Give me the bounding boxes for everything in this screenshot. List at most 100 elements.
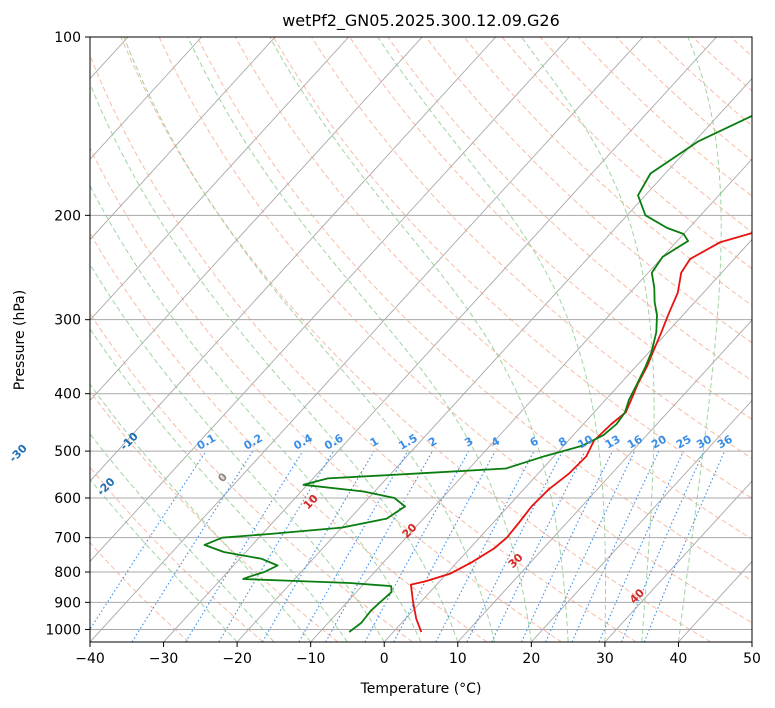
background-guide-lines <box>90 37 752 642</box>
mixing-ratio-line <box>298 450 409 642</box>
mixing-ratio-label: 3 <box>462 435 475 450</box>
moist-adiabat-line <box>90 478 238 642</box>
moist-adiabat-line <box>90 184 422 642</box>
dry-adiabat-label: -10 <box>118 429 141 452</box>
mixing-ratio-line <box>621 450 705 642</box>
mixing-ratio-line <box>545 450 636 642</box>
x-tick-label: 30 <box>596 651 614 667</box>
mixing-ratio-label: 20 <box>649 432 669 451</box>
moist-adiabat-line <box>269 37 569 642</box>
moist-adiabat-line <box>90 383 312 642</box>
isotherm-line <box>457 319 752 642</box>
mixing-ratio-label: 30 <box>694 432 714 451</box>
y-tick-label: 800 <box>54 565 81 581</box>
mixing-ratio-line <box>218 450 335 642</box>
mixing-ratio-label: 4 <box>489 434 502 449</box>
y-tick-label: 600 <box>54 491 81 507</box>
mixing-ratio-label: 0.6 <box>322 431 346 452</box>
dry-adiabat-line <box>272 37 752 499</box>
moist-adiabat-line <box>187 37 532 642</box>
isotherm-line <box>236 77 752 642</box>
mixing-ratio-line <box>325 450 433 642</box>
axes-ticks: −40 −30 −20 −10 0 10 20 30 40 5010020030040050060… <box>45 30 761 667</box>
x-tick-label: 10 <box>449 651 467 667</box>
plot-frame <box>89 36 753 643</box>
x-tick-label: −30 <box>149 651 179 667</box>
dry-adiabat-label: 40 <box>627 586 647 606</box>
dry-adiabat-line <box>196 37 752 582</box>
isotherm-line <box>310 158 752 642</box>
dry-adiabat-line <box>90 146 562 642</box>
y-axis-label: Pressure (hPa) <box>12 290 28 390</box>
x-tick-label: 0 <box>380 651 389 667</box>
x-tick-label: 50 <box>743 651 761 667</box>
mixing-ratio-label: 0.4 <box>291 431 315 452</box>
mixing-ratio-line <box>262 450 375 642</box>
mixing-ratio-label: 1 <box>368 435 381 450</box>
chart-title: wetPf2_GN05.2025.300.12.09.G26 <box>282 11 560 31</box>
moist-adiabat-line <box>90 82 459 642</box>
x-tick-label: 40 <box>670 651 688 667</box>
dewpoint-profile-line <box>203 114 752 633</box>
y-tick-label: 200 <box>54 208 81 224</box>
y-tick-label: 700 <box>54 531 81 547</box>
mixing-ratio-label: 1.5 <box>396 432 419 453</box>
dry-adiabat-line <box>234 37 752 540</box>
isotherm-line <box>751 641 752 642</box>
mixing-ratio-line <box>131 450 254 642</box>
mixing-ratio-label: 36 <box>715 432 735 451</box>
dry-adiabat-line <box>158 37 752 624</box>
y-tick-label: 1000 <box>45 622 81 638</box>
mixing-ratio-label: 0.2 <box>241 432 264 453</box>
dry-adiabat-line <box>654 37 752 127</box>
dry-adiabat-line <box>120 37 712 642</box>
dry-adiabat-line <box>90 53 637 642</box>
x-tick-label: −20 <box>222 651 252 667</box>
moist-adiabat-line <box>90 263 385 642</box>
y-tick-label: 300 <box>54 313 81 329</box>
moist-adiabat-line <box>677 37 722 642</box>
mixing-ratio-line <box>643 450 726 642</box>
sounding-profiles <box>203 114 752 633</box>
mixing-ratio-line <box>491 450 586 642</box>
x-tick-label: −40 <box>75 651 105 667</box>
isotherm-line <box>90 37 423 402</box>
dry-adiabat-line <box>463 37 752 307</box>
isobar-gridlines <box>90 37 752 630</box>
moist-adiabat-line <box>90 433 275 642</box>
mixing-ratio-label: 13 <box>603 433 623 452</box>
mixing-ratio-label: 10 <box>576 432 596 451</box>
dry-adiabat-label: -30 <box>7 441 30 464</box>
mixing-ratio-label: 2 <box>426 435 439 450</box>
isotherm-line <box>90 37 350 321</box>
x-tick-label: −10 <box>296 651 326 667</box>
isotherm-line <box>90 37 202 160</box>
dry-adiabat-label: 10 <box>301 492 321 512</box>
mixing-ratio-line <box>393 450 496 642</box>
y-tick-label: 500 <box>54 444 81 460</box>
isotherm-line <box>383 238 752 642</box>
x-axis-label: Temperature (°C) <box>360 681 482 697</box>
mixing-ratio-line <box>571 450 660 642</box>
moist-adiabat-line <box>520 37 655 642</box>
mixing-ratio-line <box>364 450 470 642</box>
x-tick-label: 20 <box>522 651 540 667</box>
line-labels: -100-90-80-70-60-50-40-30-20-10010203040… <box>7 429 736 606</box>
dry-adiabat-line <box>425 37 752 344</box>
isotherm-line <box>163 37 717 642</box>
moist-adiabat-line <box>123 37 496 642</box>
dry-adiabat-line <box>387 37 752 382</box>
temperature-profile-line <box>410 232 752 633</box>
isotherm-line <box>90 37 570 563</box>
dry-adiabat-line <box>577 37 752 197</box>
y-tick-label: 100 <box>54 30 81 46</box>
dry-adiabat-line <box>90 390 339 642</box>
dry-adiabat-line <box>311 37 752 460</box>
dry-adiabat-line <box>90 466 264 642</box>
mixing-ratio-line <box>185 450 304 642</box>
isotherm-line <box>604 480 752 642</box>
mixing-ratio-label: 6 <box>528 434 541 449</box>
mixing-ratio-label: 16 <box>625 432 645 451</box>
isotherm-line <box>90 37 497 482</box>
